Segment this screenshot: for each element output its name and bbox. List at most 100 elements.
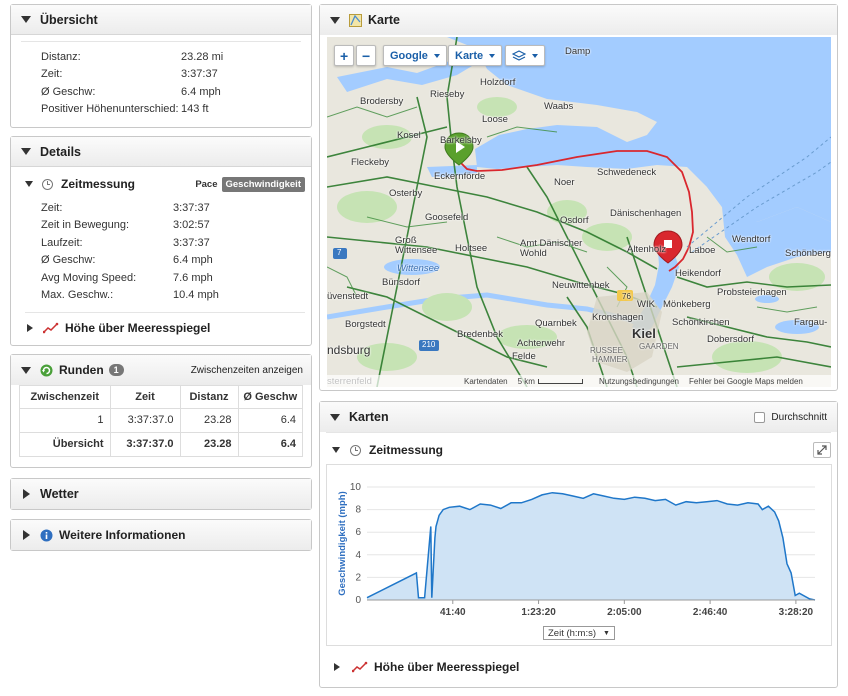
laps-table: Zwischenzeit Zeit Distanz Ø Geschw 1 3:3… [20, 386, 302, 456]
collapse-triangle-icon[interactable] [330, 413, 340, 421]
x-tick-label: 41:40 [440, 607, 466, 618]
map-report-link[interactable]: Fehler bei Google Maps melden [689, 376, 803, 386]
map-label: Osdorf [560, 215, 589, 226]
map-label: Holzdorf [480, 77, 516, 88]
chevron-down-icon: ▼ [603, 629, 610, 637]
map-label: Bredenbek [457, 329, 503, 340]
chart-elevation-title: Höhe über Meeresspiegel [374, 660, 520, 674]
table-row-summary: Übersicht 3:37:37.0 23.28 6.4 [20, 432, 302, 456]
map-label: Noer [554, 177, 575, 188]
elevation-icon [43, 322, 59, 334]
map-type-dropdown[interactable]: Karte [448, 45, 503, 66]
show-splits-link[interactable]: Zwischenzeiten anzeigen [190, 364, 303, 376]
stat-row: Positiver Höhenunterschied: 143 ft [41, 103, 209, 116]
map-label: Probsteierhagen [717, 287, 787, 298]
collapse-triangle-icon[interactable] [21, 148, 31, 155]
map-label: Loose [482, 114, 508, 125]
expand-triangle-icon[interactable] [23, 489, 30, 499]
timing-stats: Zeit: 3:37:37 Zeit in Bewegung: 3:02:57 La… [25, 199, 305, 304]
map-label: RUSSEE [590, 346, 623, 355]
x-tick-label: 2:05:00 [607, 607, 642, 618]
average-checkbox-wrap[interactable]: Durchschnitt [754, 411, 827, 423]
expand-triangle-icon[interactable] [334, 663, 340, 671]
details-header[interactable]: Details [11, 137, 311, 167]
map-canvas[interactable]: Damp Holzdorf Rieseby Brodersby Waabs Lo… [327, 37, 831, 387]
map-label: Neuwittenbek [552, 280, 610, 291]
collapse-triangle-icon[interactable] [21, 16, 31, 23]
speed-chart[interactable]: 0 2 4 6 8 10 41:40 1:23:20 2:05:00 2:46:40 3:28:20… [327, 465, 831, 645]
more-info-header[interactable]: Weitere Informationen [11, 520, 311, 550]
speed-option[interactable]: Geschwindigkeit [221, 176, 305, 192]
weather-header[interactable]: Wetter [11, 479, 311, 509]
x-axis-select[interactable]: Zeit (h:m:s) ▼ [543, 626, 615, 640]
laps-header[interactable]: Runden 1 Zwischenzeiten anzeigen [11, 355, 311, 385]
table-row[interactable]: 1 3:37:37.0 23.28 6.4 [20, 408, 302, 433]
stat-row: Max. Geschw.: 10.4 mph [41, 289, 219, 302]
column-header[interactable]: Ø Geschw [238, 386, 302, 409]
chart-elevation-subheader[interactable]: Höhe über Meeresspiegel [332, 654, 519, 680]
timing-subheader[interactable]: Zeitmessung Pace Geschwindigkeit [25, 171, 305, 197]
map-label: Osterby [389, 188, 423, 199]
zoom-in-button[interactable]: + [334, 45, 355, 66]
overview-stats: Distanz: 23.28 mi Zeit: 3:37:37 Ø Geschw: 6… [21, 41, 301, 118]
chart-timing-subheader[interactable]: Zeitmessung [332, 437, 831, 463]
collapse-triangle-icon[interactable] [330, 16, 340, 24]
y-tick-label: 4 [355, 550, 361, 561]
clock-icon [42, 178, 53, 190]
map-label: Goosefeld [425, 212, 469, 223]
stat-row: Zeit: 3:37:37 [41, 68, 218, 81]
x-tick-label: 1:23:20 [521, 607, 556, 618]
pace-option[interactable]: Pace [195, 178, 218, 190]
laps-count-badge: 1 [108, 364, 124, 376]
map-title: Karte [368, 13, 400, 27]
collapse-triangle-icon[interactable] [332, 447, 340, 453]
map-label: Mönkeberg [663, 299, 711, 310]
map-label: Kosel [397, 130, 421, 141]
map-label: Laboe [689, 245, 716, 256]
map-provider-label: Google [390, 49, 428, 62]
stat-row: Zeit: 3:37:37 [41, 201, 210, 214]
charts-header[interactable]: Karten Durchschnitt [320, 402, 837, 432]
column-header[interactable]: Distanz [180, 386, 239, 409]
collapse-triangle-icon[interactable] [25, 181, 33, 187]
map-data-link[interactable]: Kartendaten [464, 376, 508, 386]
map-label: Wittensee [397, 263, 440, 274]
map-label: Rieseby [430, 89, 465, 100]
average-checkbox[interactable] [754, 411, 766, 423]
stat-row: Distanz: 23.28 mi [41, 50, 224, 63]
x-tick-label: 3:28:20 [779, 607, 814, 618]
x-axis-select-label: Zeit (h:m:s) [548, 627, 597, 639]
zoom-out-button[interactable]: − [356, 45, 377, 66]
collapse-triangle-icon[interactable] [21, 366, 31, 374]
y-tick-label: 8 [355, 505, 361, 516]
map-provider-dropdown[interactable]: Google [383, 45, 447, 66]
map-label: Damp [565, 46, 591, 57]
expand-triangle-icon[interactable] [23, 530, 30, 540]
column-header[interactable]: Zwischenzeit [20, 386, 111, 409]
overview-header[interactable]: Übersicht [11, 5, 311, 35]
map-layers-dropdown[interactable] [505, 45, 545, 66]
map-label: Fargau- [794, 317, 828, 328]
elevation-title: Höhe über Meeresspiegel [65, 321, 211, 335]
column-header[interactable]: Zeit [110, 386, 181, 409]
map-header[interactable]: Karte [320, 5, 837, 35]
series-area [367, 492, 815, 600]
stat-row: Ø Geschw: 6.4 mph [41, 254, 213, 267]
road-badge-label: 76 [622, 292, 631, 301]
laps-table-wrap: Zwischenzeit Zeit Distanz Ø Geschw 1 3:3… [19, 385, 303, 457]
charts-panel: Karten Durchschnitt Zeitmessung 0 2 4 6 8 10 4… [319, 401, 838, 688]
expand-chart-button[interactable] [813, 442, 831, 458]
overview-title: Übersicht [40, 12, 98, 27]
map-label: GAARDEN [639, 342, 679, 351]
expand-triangle-icon[interactable] [27, 324, 33, 332]
laps-panel: Runden 1 Zwischenzeiten anzeigen Zwische… [10, 354, 312, 468]
details-title: Details [40, 144, 81, 159]
elevation-subheader[interactable]: Höhe über Meeresspiegel [25, 315, 305, 341]
map-label: ndsburg [327, 343, 371, 357]
map-label: Schwedeneck [597, 167, 657, 178]
y-tick-label: 6 [355, 527, 361, 538]
map-label: Kronshagen [592, 312, 644, 323]
map-terms-link[interactable]: Nutzungsbedingungen [598, 376, 680, 386]
map-label: Amt Dänischer Wohld [520, 238, 583, 259]
details-panel: Details Zeitmessung Pace Geschwindigkeit… [10, 136, 312, 346]
